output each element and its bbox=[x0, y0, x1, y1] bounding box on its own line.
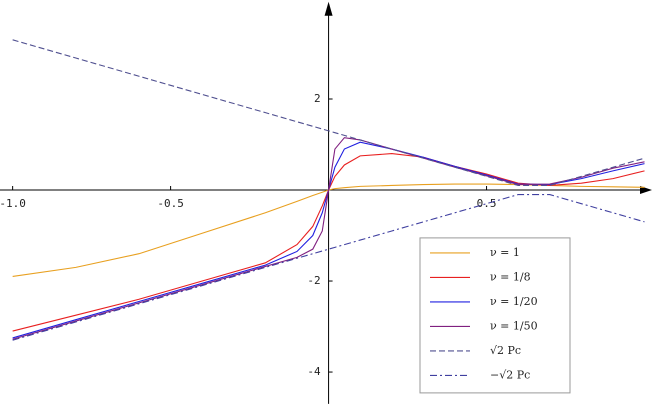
legend-label: ν = 1/50 bbox=[490, 319, 538, 332]
series-line bbox=[12, 39, 645, 187]
y-tick-label: 2 bbox=[314, 92, 321, 105]
y-tick-label: -2 bbox=[307, 274, 320, 287]
legend-label: ν = 1/20 bbox=[490, 295, 538, 308]
legend-box bbox=[419, 237, 571, 394]
y-tick-label: -4 bbox=[307, 365, 321, 378]
legend: ν = 1 ν = 1/8 ν = 1/20 ν = 1/50 √2 Pc −√2 Pc bbox=[419, 237, 571, 394]
x-axis-arrow bbox=[640, 186, 652, 195]
x-tick-label: -1.0 bbox=[0, 197, 26, 210]
x-tick-label: -0.5 bbox=[157, 197, 184, 210]
y-axis-arrow bbox=[324, 1, 333, 16]
series-line bbox=[12, 137, 645, 340]
x-tick-label: 0.5 bbox=[477, 197, 497, 210]
legend-label: ν = 1/8 bbox=[490, 270, 531, 283]
legend-label: √2 Pc bbox=[490, 344, 521, 357]
legend-label: ν = 1 bbox=[490, 246, 520, 259]
series-line bbox=[12, 194, 645, 341]
legend-label: −√2 Pc bbox=[490, 368, 530, 381]
